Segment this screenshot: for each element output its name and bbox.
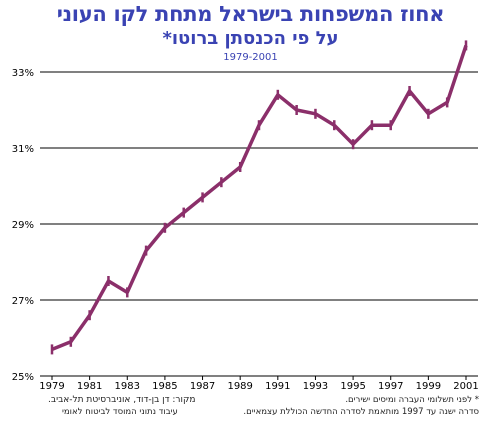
footnote-gross-income: * לפני תשלומי העברה ומיסים ישירים. [345,395,479,405]
x-tick-label: 2001 [453,381,478,392]
series-line [51,44,468,352]
x-tick-label: 1987 [190,381,215,392]
footnote-processing: עיבוד נתוני המוסד לביטוח לאומי [62,407,178,417]
x-tick-label: 1983 [115,381,140,392]
x-tick-label: 1993 [303,381,328,392]
chart-subtitle: על פי הכנסתן ברוטו* [162,28,339,49]
footnote-series-adjustment: סדרה ישנה עד 1997 מותאמת לסדרה החדשה הכו… [243,407,479,417]
x-tick-label: 1981 [77,381,102,392]
x-tick-label: 1991 [265,381,290,392]
chart-title: אחוז המשפחות בישראל מתחת לקו העוני [56,2,445,26]
x-tick-label: 1979 [39,381,64,392]
footnote-source: מקור: דן בן-דוד, אוניברסיטת תל-אביב. [48,395,196,405]
x-tick-label: 1985 [152,381,177,392]
x-tick-label: 1997 [378,381,403,392]
y-tick-label: 29% [12,220,34,231]
x-tick-label: 1995 [340,381,365,392]
chart-period: 1979-2001 [223,52,278,63]
x-tick-label: 1999 [416,381,441,392]
y-tick-label: 33% [12,68,34,79]
y-tick-label: 27% [12,296,34,307]
y-tick-label: 31% [12,144,34,155]
x-tick-label: 1989 [227,381,252,392]
y-tick-label: 25% [12,372,34,383]
